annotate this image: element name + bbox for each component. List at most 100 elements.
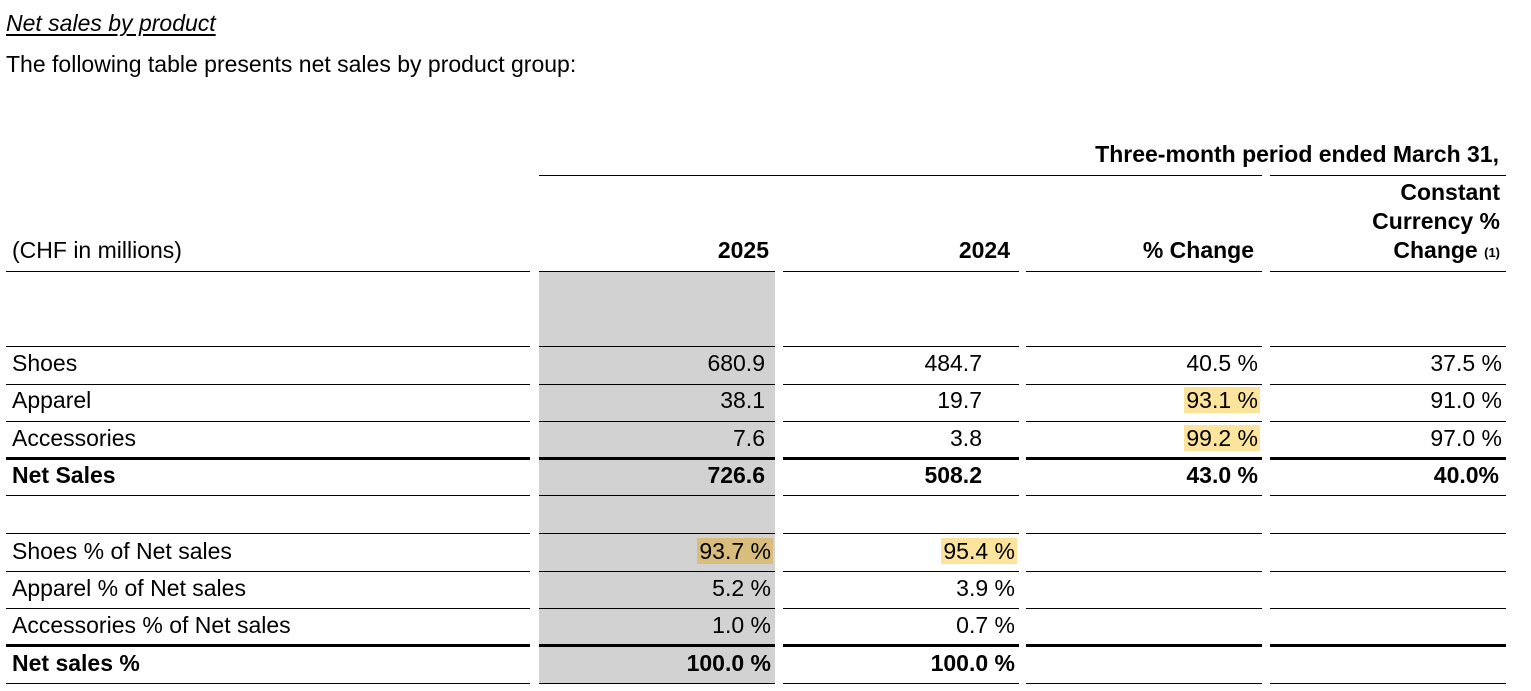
value-2024: 3.9 % <box>956 575 1015 601</box>
row-rule <box>783 457 1019 460</box>
section-heading: Net sales by product <box>6 10 216 36</box>
row-rule <box>539 495 775 496</box>
value-cc-change: 40.0% <box>1433 462 1499 488</box>
row-rule <box>1270 495 1506 496</box>
value-2024: 508.2 <box>924 462 982 488</box>
intro-text: The following table presents net sales b… <box>6 51 577 77</box>
row-rule <box>539 384 775 385</box>
row-rule <box>783 683 1019 684</box>
row-rule <box>539 457 775 460</box>
row-rule <box>1026 533 1262 534</box>
value-2025: 1.0 % <box>712 612 771 638</box>
cc-header-line3: Change <box>1393 237 1478 263</box>
footnote-marker: (1) <box>1484 245 1500 260</box>
row-rule <box>1270 346 1506 347</box>
row-rule <box>783 495 1019 496</box>
period-rule-cc <box>1270 175 1506 176</box>
cc-header-line1: Constant <box>1400 179 1500 205</box>
value-pct-change: 99.2 % <box>1184 425 1260 452</box>
row-rule <box>1026 346 1262 347</box>
header-rule-2024 <box>783 271 1019 272</box>
row-label: Net sales % <box>12 650 140 676</box>
row-rule <box>1270 533 1506 534</box>
value-cc-change: 37.5 % <box>1430 350 1502 376</box>
value-pct-change: 40.5 % <box>1186 350 1258 376</box>
row-rule <box>1026 644 1262 647</box>
row-label: Shoes % of Net sales <box>12 538 232 564</box>
row-rule <box>539 533 775 534</box>
row-rule <box>783 533 1019 534</box>
row-rule <box>6 608 530 609</box>
col-header-2025: 2025 <box>717 237 769 263</box>
highlight-mark: 99.2 % <box>1184 425 1260 451</box>
row-rule <box>1026 495 1262 496</box>
row-rule <box>539 608 775 609</box>
value-2025: 38.1 <box>720 387 765 413</box>
row-rule <box>1026 457 1262 460</box>
row-rule <box>6 495 530 496</box>
row-label: Apparel <box>12 387 92 413</box>
row-rule <box>6 571 530 572</box>
header-rule-2025 <box>539 271 775 272</box>
row-rule <box>539 421 775 422</box>
highlight-mark: 93.7 % <box>697 538 773 564</box>
row-rule <box>539 644 775 647</box>
row-rule <box>1270 384 1506 385</box>
row-rule <box>6 533 530 534</box>
period-header: Three-month period ended March 31, <box>1095 141 1499 167</box>
header-rule-label <box>6 271 530 272</box>
value-2024: 95.4 % <box>941 538 1017 565</box>
row-label: Shoes <box>12 350 78 376</box>
row-rule <box>539 346 775 347</box>
row-rule <box>1026 683 1262 684</box>
value-pct-change: 93.1 % <box>1184 387 1260 414</box>
value-cc-change: 97.0 % <box>1430 425 1502 451</box>
row-rule <box>1270 608 1506 609</box>
row-rule <box>783 644 1019 647</box>
row-rule <box>783 346 1019 347</box>
value-2025: 726.6 <box>707 462 765 488</box>
row-rule <box>6 644 530 647</box>
row-rule <box>539 683 775 684</box>
row-rule <box>1026 608 1262 609</box>
row-label: Apparel % of Net sales <box>12 575 246 601</box>
value-2025: 680.9 <box>707 350 765 376</box>
row-rule <box>783 571 1019 572</box>
row-rule <box>1270 571 1506 572</box>
row-rule <box>1026 384 1262 385</box>
value-pct-change: 43.0 % <box>1186 462 1258 488</box>
row-rule <box>1026 421 1262 422</box>
value-2025: 7.6 <box>733 425 765 451</box>
value-2024: 0.7 % <box>956 612 1015 638</box>
current-year-column-shade <box>539 272 775 684</box>
row-rule <box>783 608 1019 609</box>
row-rule <box>783 421 1019 422</box>
col-header-pct-change: % Change <box>1142 237 1254 263</box>
row-label: Accessories <box>12 425 136 451</box>
value-cc-change: 91.0 % <box>1430 387 1502 413</box>
row-rule <box>6 421 530 422</box>
value-2024: 100.0 % <box>930 650 1015 676</box>
row-rule <box>1026 571 1262 572</box>
row-rule <box>6 683 530 684</box>
value-2025: 100.0 % <box>686 650 771 676</box>
col-header-cc-change: Constant Currency % Change (1) <box>1372 178 1500 268</box>
cc-header-line2: Currency % <box>1372 208 1500 234</box>
value-2025: 5.2 % <box>712 575 771 601</box>
header-rule-cc <box>1270 271 1506 272</box>
row-rule <box>1270 683 1506 684</box>
row-rule <box>1270 457 1506 460</box>
row-rule <box>6 457 530 460</box>
highlight-mark: 95.4 % <box>941 538 1017 564</box>
row-label: Net Sales <box>12 462 116 488</box>
highlight-mark: 93.1 % <box>1184 387 1260 413</box>
value-2024: 3.8 <box>950 425 982 451</box>
row-rule <box>1270 421 1506 422</box>
row-rule <box>539 571 775 572</box>
value-2024: 19.7 <box>937 387 982 413</box>
header-rule-pct <box>1026 271 1262 272</box>
period-rule <box>539 175 1262 176</box>
col-header-2024: 2024 <box>958 237 1010 263</box>
row-rule <box>6 384 530 385</box>
row-rule <box>6 346 530 347</box>
